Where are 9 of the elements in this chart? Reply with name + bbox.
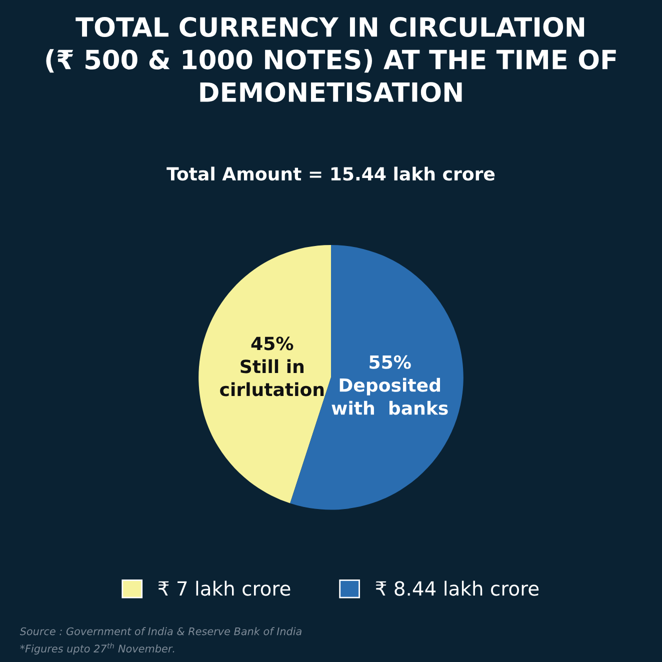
legend-label: ₹ 8.44 lakh crore (376, 580, 539, 596)
chart-title: TOTAL CURRENCY IN CIRCULATION (₹ 500 & 1000 NOTES) AT THE TIME OF DEMONETISATION (46, 17, 616, 102)
data-label: 55% Deposited with banks (332, 355, 448, 415)
data-label: 45% Still in cirlutation (220, 336, 324, 396)
pie-slice (198, 244, 331, 504)
text: *Figures upto 27$^{th}$ November. (20, 642, 174, 655)
legend-label: ₹ 7 lakh crore (158, 580, 290, 596)
chart-subtitle: Total Amount = 15.44 lakh crore (166, 166, 495, 181)
source-note: Source : Government of India & Reserve Bank of India (20, 627, 302, 636)
